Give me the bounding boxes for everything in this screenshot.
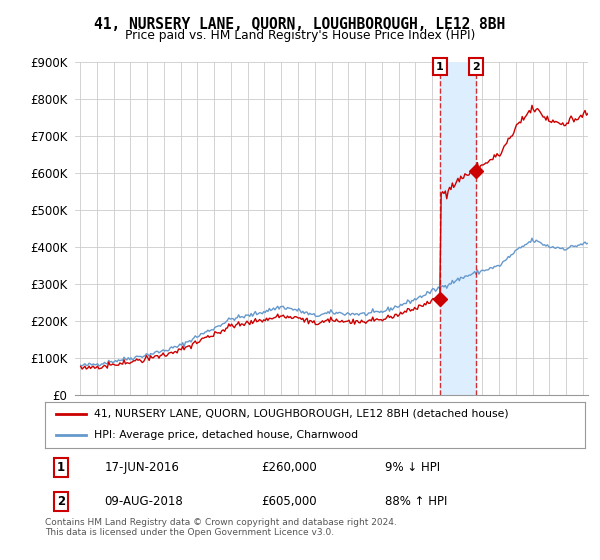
Text: Price paid vs. HM Land Registry's House Price Index (HPI): Price paid vs. HM Land Registry's House … [125, 29, 475, 42]
Text: £260,000: £260,000 [261, 461, 317, 474]
Text: 09-AUG-2018: 09-AUG-2018 [104, 494, 183, 508]
Text: HPI: Average price, detached house, Charnwood: HPI: Average price, detached house, Char… [94, 430, 358, 440]
Text: £605,000: £605,000 [261, 494, 317, 508]
Text: Contains HM Land Registry data © Crown copyright and database right 2024.
This d: Contains HM Land Registry data © Crown c… [45, 518, 397, 538]
Text: 17-JUN-2016: 17-JUN-2016 [104, 461, 179, 474]
Text: 2: 2 [472, 62, 480, 72]
Text: 9% ↓ HPI: 9% ↓ HPI [385, 461, 440, 474]
Text: 1: 1 [436, 62, 443, 72]
Text: 2: 2 [57, 494, 65, 508]
Text: 41, NURSERY LANE, QUORN, LOUGHBOROUGH, LE12 8BH: 41, NURSERY LANE, QUORN, LOUGHBOROUGH, L… [94, 17, 506, 32]
Text: 41, NURSERY LANE, QUORN, LOUGHBOROUGH, LE12 8BH (detached house): 41, NURSERY LANE, QUORN, LOUGHBOROUGH, L… [94, 409, 508, 418]
Text: 1: 1 [57, 461, 65, 474]
Bar [440, 62, 476, 395]
Text: 88% ↑ HPI: 88% ↑ HPI [385, 494, 448, 508]
